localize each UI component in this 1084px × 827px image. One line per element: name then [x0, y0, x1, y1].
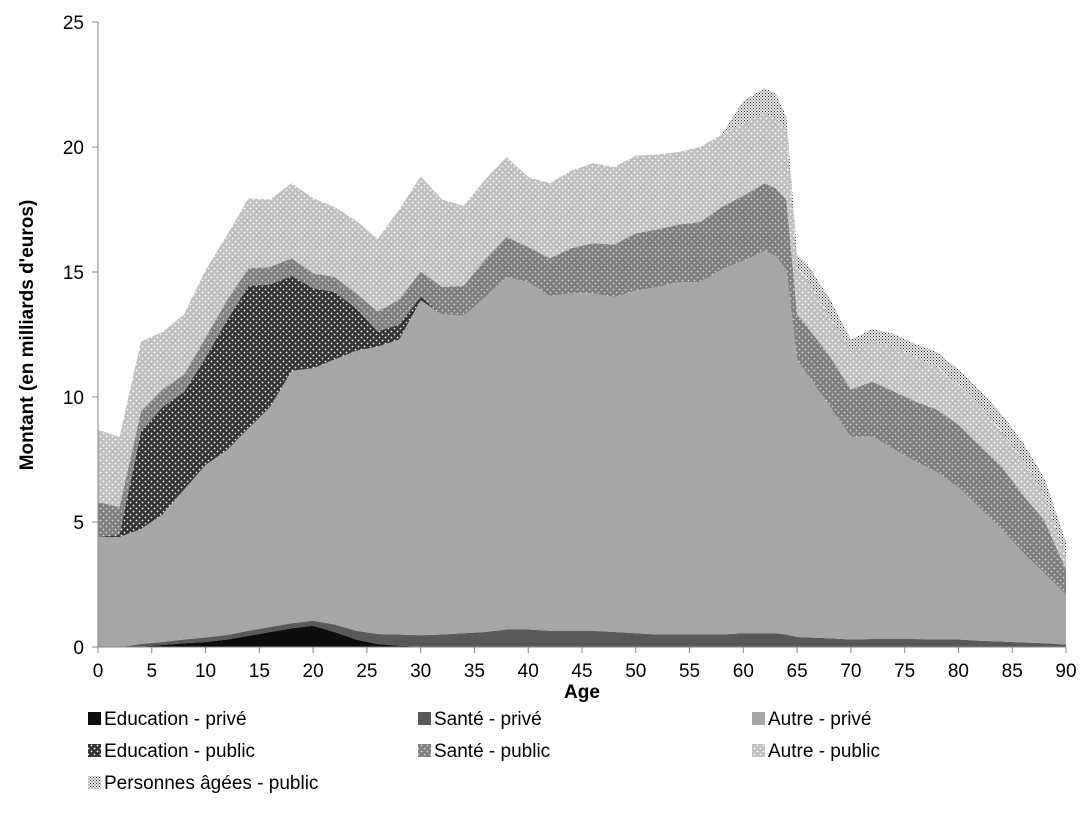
x-tick-label: 60	[733, 661, 754, 682]
legend-swatch	[88, 712, 101, 725]
area-series-0	[98, 625, 1066, 647]
x-tick-label: 0	[93, 661, 104, 682]
legend-swatch	[88, 776, 101, 789]
legend-label: Santé - public	[434, 741, 550, 762]
y-tick-label: 0	[73, 638, 84, 659]
x-tick-label: 40	[518, 661, 539, 682]
x-tick-label: 90	[1055, 661, 1076, 682]
area-series-3	[98, 250, 1066, 595]
legend-swatch	[418, 744, 431, 757]
y-tick-label: 10	[63, 388, 84, 409]
x-tick-label: 65	[787, 661, 808, 682]
area-series-2	[98, 250, 1066, 648]
legend-label: Autre - privé	[768, 709, 871, 730]
legend-label: Education - public	[104, 741, 255, 762]
legend-item: Santé - public	[418, 741, 550, 762]
y-tick-label: 20	[63, 138, 84, 159]
legend-swatch	[752, 712, 765, 725]
x-tick-label: 50	[625, 661, 646, 682]
legend-swatch	[88, 744, 101, 757]
x-axis-title: Age	[564, 682, 600, 703]
area-series-4	[98, 183, 1066, 595]
x-tick-label: 20	[303, 661, 324, 682]
x-tick-label: 10	[195, 661, 216, 682]
legend-label: Autre - public	[768, 741, 880, 762]
y-tick-label: 15	[63, 263, 84, 284]
y-tick-label: 25	[63, 13, 84, 34]
legend-item: Education - privé	[88, 709, 247, 730]
x-tick-label: 45	[571, 661, 592, 682]
legend-swatch	[752, 744, 765, 757]
legend-item: Santé - privé	[418, 709, 542, 730]
y-tick-label: 5	[73, 513, 84, 534]
x-tick-label: 75	[894, 661, 915, 682]
x-tick-label: 85	[1002, 661, 1023, 682]
x-tick-label: 30	[410, 661, 431, 682]
legend-swatch	[418, 712, 431, 725]
x-axis-ticks: 0 5 10 15 20 25 30 35 40 45 50 55 60 65 70 75 80 85 90	[93, 647, 1077, 682]
area-series-5	[98, 113, 1066, 570]
x-tick-label: 5	[146, 661, 157, 682]
legend-item: Autre - privé	[752, 709, 871, 730]
legend-item: Autre - public	[752, 741, 880, 762]
y-axis-ticks: 0 5 10 15 20 25	[63, 13, 98, 659]
x-tick-label: 80	[948, 661, 969, 682]
area-series-1	[98, 620, 1066, 647]
legend-label: Personnes âgées - public	[104, 773, 318, 794]
x-tick-label: 55	[679, 661, 700, 682]
legend-item: Personnes âgées - public	[88, 773, 318, 794]
x-tick-label: 25	[356, 661, 377, 682]
area-layers	[98, 88, 1066, 648]
legend-label: Education - privé	[104, 709, 247, 730]
legend-label: Santé - privé	[434, 709, 542, 730]
y-axis-title: Montant (en milliards d'euros)	[17, 200, 38, 471]
x-tick-label: 35	[464, 661, 485, 682]
legend: Education - privé Santé - privé Autre - pr…	[88, 709, 880, 794]
x-tick-label: 15	[249, 661, 270, 682]
x-tick-label: 70	[840, 661, 861, 682]
legend-item: Education - public	[88, 741, 255, 762]
